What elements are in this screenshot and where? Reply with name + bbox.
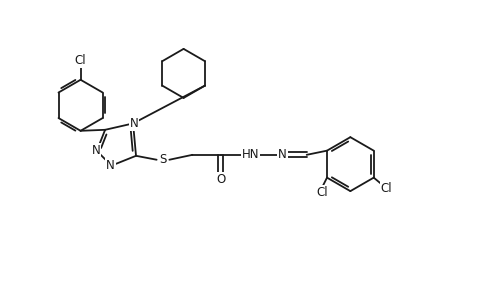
Text: N: N — [91, 145, 100, 157]
Text: N: N — [106, 159, 115, 172]
Text: N: N — [130, 117, 138, 130]
Text: O: O — [216, 173, 226, 186]
Text: Cl: Cl — [381, 182, 392, 195]
Text: Cl: Cl — [316, 186, 328, 199]
Text: S: S — [159, 153, 167, 166]
Text: N: N — [278, 148, 287, 161]
Text: Cl: Cl — [75, 54, 86, 67]
Text: HN: HN — [241, 148, 259, 161]
